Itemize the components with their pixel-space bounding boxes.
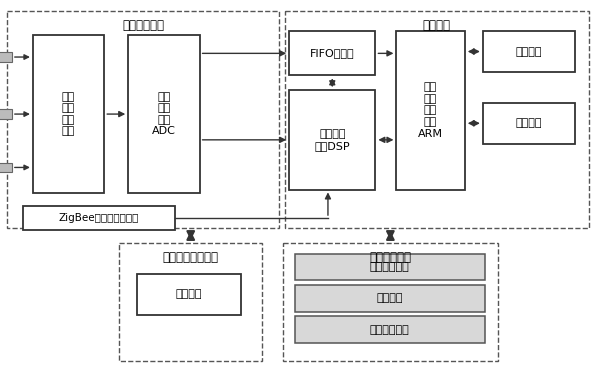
Text: 显示设备: 显示设备 <box>516 46 542 57</box>
Text: 存储设备: 存储设备 <box>516 118 542 128</box>
Bar <box>0 163 12 172</box>
Text: 通信模块: 通信模块 <box>377 293 403 304</box>
Text: ZigBee微气象监测模块: ZigBee微气象监测模块 <box>58 213 139 223</box>
Bar <box>283 243 498 361</box>
Bar <box>23 206 175 230</box>
Bar <box>0 109 12 119</box>
Bar <box>119 243 262 361</box>
Text: 前端
信号
调理
电路: 前端 信号 调理 电路 <box>62 92 75 137</box>
Bar <box>137 274 241 315</box>
Text: 主控模块: 主控模块 <box>423 19 451 32</box>
Bar <box>289 90 375 190</box>
Text: FIFO存储器: FIFO存储器 <box>310 48 355 59</box>
Bar <box>295 285 485 312</box>
Bar <box>7 11 279 228</box>
Text: 数据采集
处理DSP: 数据采集 处理DSP <box>315 129 350 151</box>
Text: 数据采集模块: 数据采集模块 <box>122 19 164 32</box>
Bar <box>483 103 575 144</box>
Bar <box>128 35 200 193</box>
Text: 数据
存储
通信
控制
ARM: 数据 存储 通信 控制 ARM <box>418 82 443 139</box>
Text: 异构通信模块: 异构通信模块 <box>370 251 411 264</box>
Text: 协议调度模块: 协议调度模块 <box>370 262 409 272</box>
Text: 保护控制输出模块: 保护控制输出模块 <box>163 251 219 264</box>
Text: 开出电路: 开出电路 <box>176 289 203 300</box>
Bar <box>483 31 575 72</box>
Bar <box>0 52 12 62</box>
Text: 数据处理模块: 数据处理模块 <box>370 325 409 335</box>
Text: 同步
数据
采集
ADC: 同步 数据 采集 ADC <box>152 92 176 137</box>
Bar <box>295 316 485 343</box>
Bar <box>289 31 375 75</box>
Bar <box>295 254 485 280</box>
Bar <box>33 35 104 193</box>
Bar <box>396 31 465 190</box>
Bar <box>285 11 589 228</box>
